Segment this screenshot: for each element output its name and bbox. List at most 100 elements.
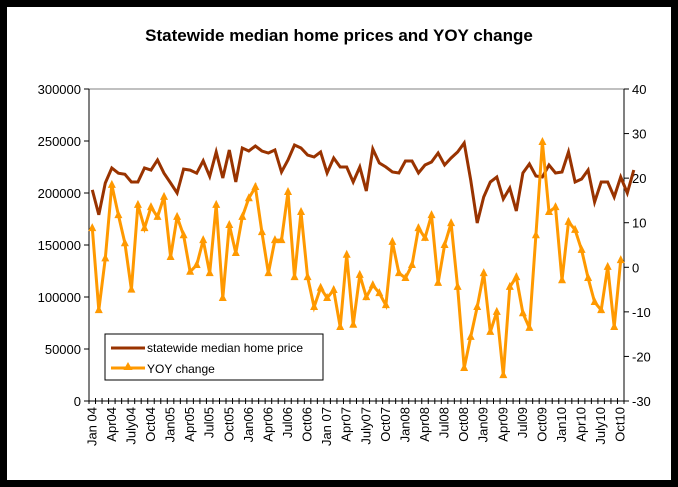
yoy-point-triangle [153, 211, 162, 220]
yoy-point-triangle [186, 266, 195, 275]
right-tick-label: 10 [632, 216, 646, 231]
yoy-point-triangle [564, 216, 573, 225]
right-tick-label: 30 [632, 127, 646, 142]
yoy-point-triangle [388, 236, 397, 245]
left-tick-label: 250000 [38, 134, 81, 149]
left-tick-label: 300000 [38, 82, 81, 97]
yoy-point-triangle [440, 240, 449, 248]
yoy-point-triangle [525, 322, 534, 331]
legend-label-yoy: YOY change [147, 362, 215, 376]
price-line [90, 139, 636, 224]
yoy-point-triangle [199, 235, 208, 244]
yoy-point-triangle [577, 244, 586, 253]
yoy-point-triangle [107, 179, 116, 188]
yoy-point-triangle [297, 207, 306, 216]
yoy-point-triangle [401, 272, 410, 281]
x-tick-label: Oct08 [456, 407, 471, 442]
x-tick-label: Jul08 [437, 407, 452, 438]
yoy-point-triangle [538, 137, 547, 146]
yoy-point-triangle [140, 223, 149, 232]
yoy-point-triangle [355, 269, 364, 278]
yoy-point-triangle [316, 282, 325, 291]
series-yoy-change [88, 137, 625, 379]
yoy-point-triangle [231, 248, 240, 257]
yoy-point-triangle [479, 268, 488, 277]
yoy-point-triangle [251, 182, 260, 191]
yoy-point-triangle [94, 305, 103, 314]
yoy-point-triangle [453, 281, 462, 290]
yoy-point-triangle [512, 272, 521, 281]
yoy-point-triangle [323, 293, 332, 302]
yoy-point-triangle [179, 230, 188, 239]
right-tick-label: -20 [632, 349, 651, 364]
x-tick-label: Apr10 [574, 407, 589, 442]
yoy-point-triangle [505, 281, 514, 290]
yoy-point-triangle [499, 370, 508, 379]
yoy-point-triangle [218, 293, 227, 302]
yoy-point-triangle [551, 202, 560, 211]
x-tick-label: Jan05 [163, 407, 178, 442]
yoy-point-triangle [381, 300, 390, 309]
x-tick-label: Apr07 [339, 407, 354, 442]
x-tick-label: Jan 07 [319, 407, 334, 446]
x-tick-label: July10 [593, 407, 608, 445]
yoy-point-triangle [447, 218, 456, 227]
left-tick-label: 100000 [38, 290, 81, 305]
x-tick-label: Apr04 [104, 407, 119, 442]
x-tick-label: July04 [123, 407, 138, 445]
yoy-point-triangle [590, 297, 599, 306]
x-tick-label: Apr09 [495, 407, 510, 442]
right-y-axis: -30 -20 -10 0 10 20 30 40 [623, 82, 651, 409]
yoy-line [90, 141, 623, 376]
yoy-point-triangle [212, 199, 221, 208]
x-axis: Jan 04 Apr04 July04 Oct04 Jan05 Apr05 Jul05 Oct… [84, 398, 628, 446]
x-tick-label: Oct07 [378, 407, 393, 442]
legend-label-price: statewide median home price [147, 341, 303, 355]
yoy-point-triangle [173, 211, 182, 220]
yoy-point-triangle [375, 288, 384, 297]
yoy-point-triangle [486, 326, 495, 335]
chart: Statewide median home prices and YOY cha… [38, 26, 651, 446]
yoy-point-triangle [310, 301, 319, 310]
right-tick-label: 40 [632, 82, 646, 97]
left-tick-label: 0 [74, 394, 81, 409]
x-tick-label: Oct06 [300, 407, 315, 442]
yoy-point-triangle [166, 252, 175, 261]
yoy-point-triangle [88, 223, 97, 232]
yoy-point-triangle [407, 260, 416, 269]
yoy-point-triangle [368, 280, 377, 289]
x-tick-label: Oct05 [221, 407, 236, 442]
yoy-point-triangle [277, 235, 286, 244]
yoy-point-triangle [238, 211, 247, 220]
left-tick-label: 150000 [38, 238, 81, 253]
yoy-point-triangle [531, 230, 540, 239]
x-tick-label: Apr06 [260, 407, 275, 442]
yoy-point-triangle [584, 272, 593, 281]
yoy-point-triangle [394, 268, 403, 277]
x-tick-label: Oct10 [613, 407, 628, 442]
yoy-point-triangle [120, 238, 129, 247]
yoy-point-triangle [492, 306, 501, 315]
yoy-point-triangle [264, 268, 273, 277]
x-tick-label: Apr08 [417, 407, 432, 442]
yoy-point-triangle [544, 207, 553, 216]
yoy-point-triangle [160, 191, 169, 200]
x-tick-label: Jan09 [476, 407, 491, 442]
yoy-point-triangle [146, 202, 155, 211]
yoy-point-triangle [257, 227, 266, 236]
legend-marker-triangle-icon [123, 362, 133, 370]
yoy-point-triangle [127, 284, 136, 293]
yoy-point-triangle [434, 277, 443, 286]
yoy-point-triangle [342, 249, 351, 258]
x-tick-label: Jan 04 [84, 407, 99, 446]
chart-frame: Statewide median home prices and YOY cha… [7, 7, 671, 480]
x-tick-label: Jul06 [280, 407, 295, 438]
yoy-point-triangle [244, 193, 253, 202]
left-tick-label: 50000 [45, 342, 81, 357]
yoy-point-triangle [421, 232, 430, 241]
yoy-point-triangle [205, 268, 214, 277]
yoy-point-triangle [270, 235, 279, 244]
yoy-point-triangle [460, 363, 469, 372]
right-tick-label: 20 [632, 171, 646, 186]
x-tick-label: Jan06 [241, 407, 256, 442]
